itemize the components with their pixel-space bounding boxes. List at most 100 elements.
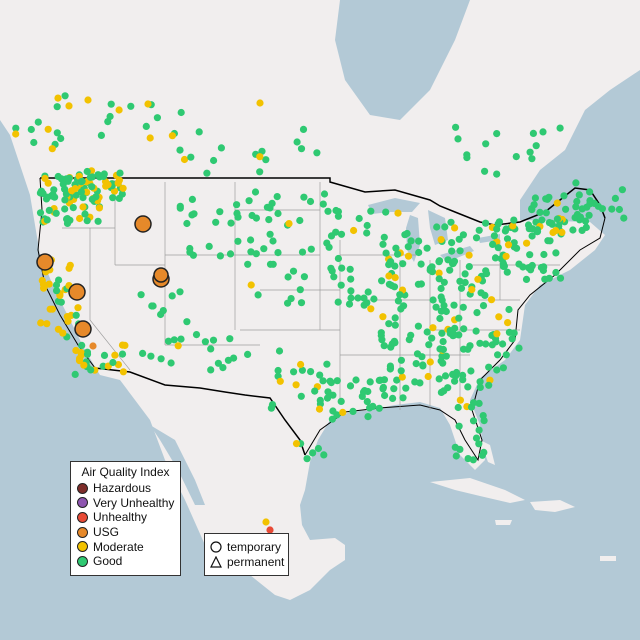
good-site-marker[interactable]: [355, 214, 363, 223]
good-site-marker[interactable]: [319, 200, 327, 208]
good-site-marker[interactable]: [417, 260, 425, 268]
good-site-marker[interactable]: [54, 172, 62, 181]
moderate-site-marker[interactable]: [493, 330, 501, 338]
good-site-marker[interactable]: [494, 220, 502, 228]
good-site-marker[interactable]: [323, 394, 332, 402]
moderate-site-marker[interactable]: [115, 176, 123, 184]
moderate-site-marker[interactable]: [76, 214, 84, 223]
good-site-marker[interactable]: [402, 384, 410, 392]
good-site-marker[interactable]: [451, 443, 459, 451]
good-site-marker[interactable]: [608, 205, 616, 213]
good-site-marker[interactable]: [157, 310, 165, 319]
good-site-marker[interactable]: [227, 219, 235, 227]
good-site-marker[interactable]: [176, 204, 184, 212]
moderate-site-marker[interactable]: [256, 99, 264, 107]
moderate-site-marker[interactable]: [65, 102, 73, 110]
good-site-marker[interactable]: [147, 352, 155, 360]
good-site-marker[interactable]: [437, 284, 445, 293]
good-site-marker[interactable]: [482, 140, 490, 148]
good-site-marker[interactable]: [346, 265, 354, 273]
good-site-marker[interactable]: [469, 456, 477, 464]
good-site-marker[interactable]: [489, 240, 497, 248]
good-site-marker[interactable]: [233, 209, 241, 217]
good-site-marker[interactable]: [476, 383, 484, 391]
good-site-marker[interactable]: [363, 398, 371, 406]
good-site-marker[interactable]: [533, 228, 542, 236]
good-site-marker[interactable]: [81, 210, 89, 218]
good-site-marker[interactable]: [244, 350, 252, 358]
good-site-marker[interactable]: [338, 264, 346, 272]
good-site-marker[interactable]: [78, 177, 86, 185]
good-site-marker[interactable]: [300, 193, 308, 201]
good-site-marker[interactable]: [426, 266, 434, 274]
good-site-marker[interactable]: [94, 171, 102, 179]
good-site-marker[interactable]: [528, 262, 536, 270]
good-site-marker[interactable]: [207, 345, 215, 353]
good-site-marker[interactable]: [247, 236, 255, 244]
moderate-site-marker[interactable]: [66, 261, 74, 269]
good-site-marker[interactable]: [572, 203, 580, 211]
good-site-marker[interactable]: [493, 366, 501, 374]
moderate-site-marker[interactable]: [297, 360, 305, 369]
good-site-marker[interactable]: [475, 426, 483, 434]
good-site-marker[interactable]: [515, 260, 523, 268]
good-site-marker[interactable]: [428, 334, 436, 342]
moderate-site-marker[interactable]: [74, 304, 82, 312]
good-site-marker[interactable]: [440, 387, 448, 395]
good-site-marker[interactable]: [439, 338, 447, 346]
good-site-marker[interactable]: [153, 114, 161, 122]
good-site-marker[interactable]: [139, 349, 147, 357]
good-site-marker[interactable]: [266, 260, 275, 268]
good-site-marker[interactable]: [170, 336, 178, 344]
good-site-marker[interactable]: [448, 247, 456, 255]
good-site-marker[interactable]: [328, 415, 336, 423]
usg-site-marker[interactable]: [68, 283, 86, 301]
good-site-marker[interactable]: [209, 336, 218, 344]
good-site-marker[interactable]: [284, 273, 292, 281]
good-site-marker[interactable]: [397, 367, 405, 375]
moderate-site-marker[interactable]: [468, 286, 476, 294]
good-site-marker[interactable]: [260, 245, 268, 253]
good-site-marker[interactable]: [463, 154, 471, 162]
good-site-marker[interactable]: [53, 103, 61, 111]
good-site-marker[interactable]: [396, 291, 404, 299]
good-site-marker[interactable]: [575, 191, 583, 199]
good-site-marker[interactable]: [401, 231, 409, 239]
good-site-marker[interactable]: [59, 180, 67, 188]
moderate-site-marker[interactable]: [54, 94, 62, 102]
good-site-marker[interactable]: [438, 296, 446, 304]
good-site-marker[interactable]: [258, 147, 266, 155]
moderate-site-marker[interactable]: [37, 319, 45, 327]
good-site-marker[interactable]: [381, 391, 389, 400]
good-site-marker[interactable]: [417, 280, 425, 288]
good-site-marker[interactable]: [254, 291, 262, 299]
moderate-site-marker[interactable]: [111, 351, 119, 359]
good-site-marker[interactable]: [316, 371, 324, 379]
good-site-marker[interactable]: [233, 201, 241, 209]
good-site-marker[interactable]: [397, 356, 405, 364]
good-site-marker[interactable]: [53, 287, 61, 295]
good-site-marker[interactable]: [366, 378, 374, 386]
good-site-marker[interactable]: [414, 322, 422, 330]
moderate-site-marker[interactable]: [292, 440, 301, 448]
good-site-marker[interactable]: [34, 118, 42, 126]
good-site-marker[interactable]: [142, 122, 150, 130]
good-site-marker[interactable]: [86, 173, 94, 181]
good-site-marker[interactable]: [306, 197, 315, 206]
good-site-marker[interactable]: [226, 335, 234, 343]
good-site-marker[interactable]: [369, 402, 377, 410]
good-site-marker[interactable]: [391, 321, 399, 329]
good-site-marker[interactable]: [503, 268, 511, 276]
good-site-marker[interactable]: [526, 251, 534, 259]
good-site-marker[interactable]: [299, 125, 308, 133]
good-site-marker[interactable]: [464, 383, 472, 391]
good-site-marker[interactable]: [522, 275, 531, 283]
good-site-marker[interactable]: [441, 223, 449, 231]
good-site-marker[interactable]: [586, 188, 594, 196]
good-site-marker[interactable]: [391, 314, 399, 322]
good-site-marker[interactable]: [437, 307, 445, 315]
good-site-marker[interactable]: [455, 314, 463, 322]
good-site-marker[interactable]: [266, 204, 274, 212]
good-site-marker[interactable]: [397, 305, 405, 313]
good-site-marker[interactable]: [324, 207, 332, 215]
